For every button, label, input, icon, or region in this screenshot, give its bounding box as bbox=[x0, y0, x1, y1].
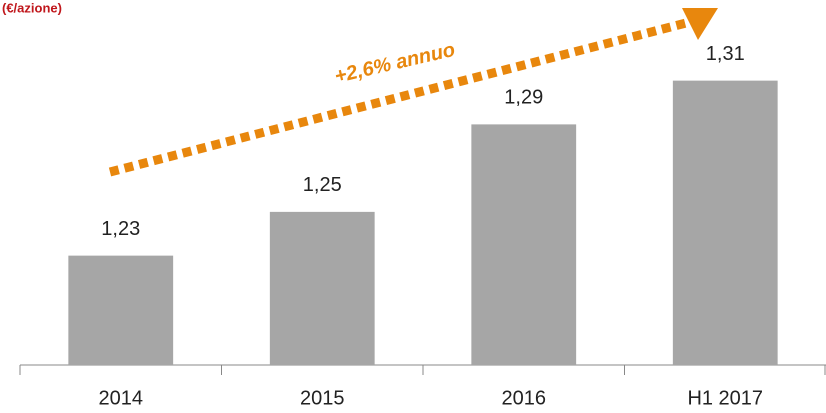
annotation: +2,6% annuo bbox=[333, 39, 458, 88]
value-label: 1,31 bbox=[706, 43, 745, 65]
x-tick-label: 2016 bbox=[502, 387, 547, 409]
x-tick-label: 2015 bbox=[300, 387, 345, 409]
value-label: 1,25 bbox=[303, 174, 342, 196]
arrow-head bbox=[682, 8, 718, 40]
value-label: 1,29 bbox=[504, 87, 543, 109]
bar bbox=[672, 80, 778, 365]
x-tick-label: H1 2017 bbox=[687, 387, 763, 409]
value-label: 1,23 bbox=[101, 218, 140, 240]
chart-title: (€/azione) bbox=[2, 0, 62, 15]
bar bbox=[68, 255, 174, 365]
bar bbox=[471, 124, 577, 365]
trend-arrow bbox=[108, 17, 692, 177]
bar bbox=[269, 211, 375, 365]
x-tick-label: 2014 bbox=[99, 387, 144, 409]
